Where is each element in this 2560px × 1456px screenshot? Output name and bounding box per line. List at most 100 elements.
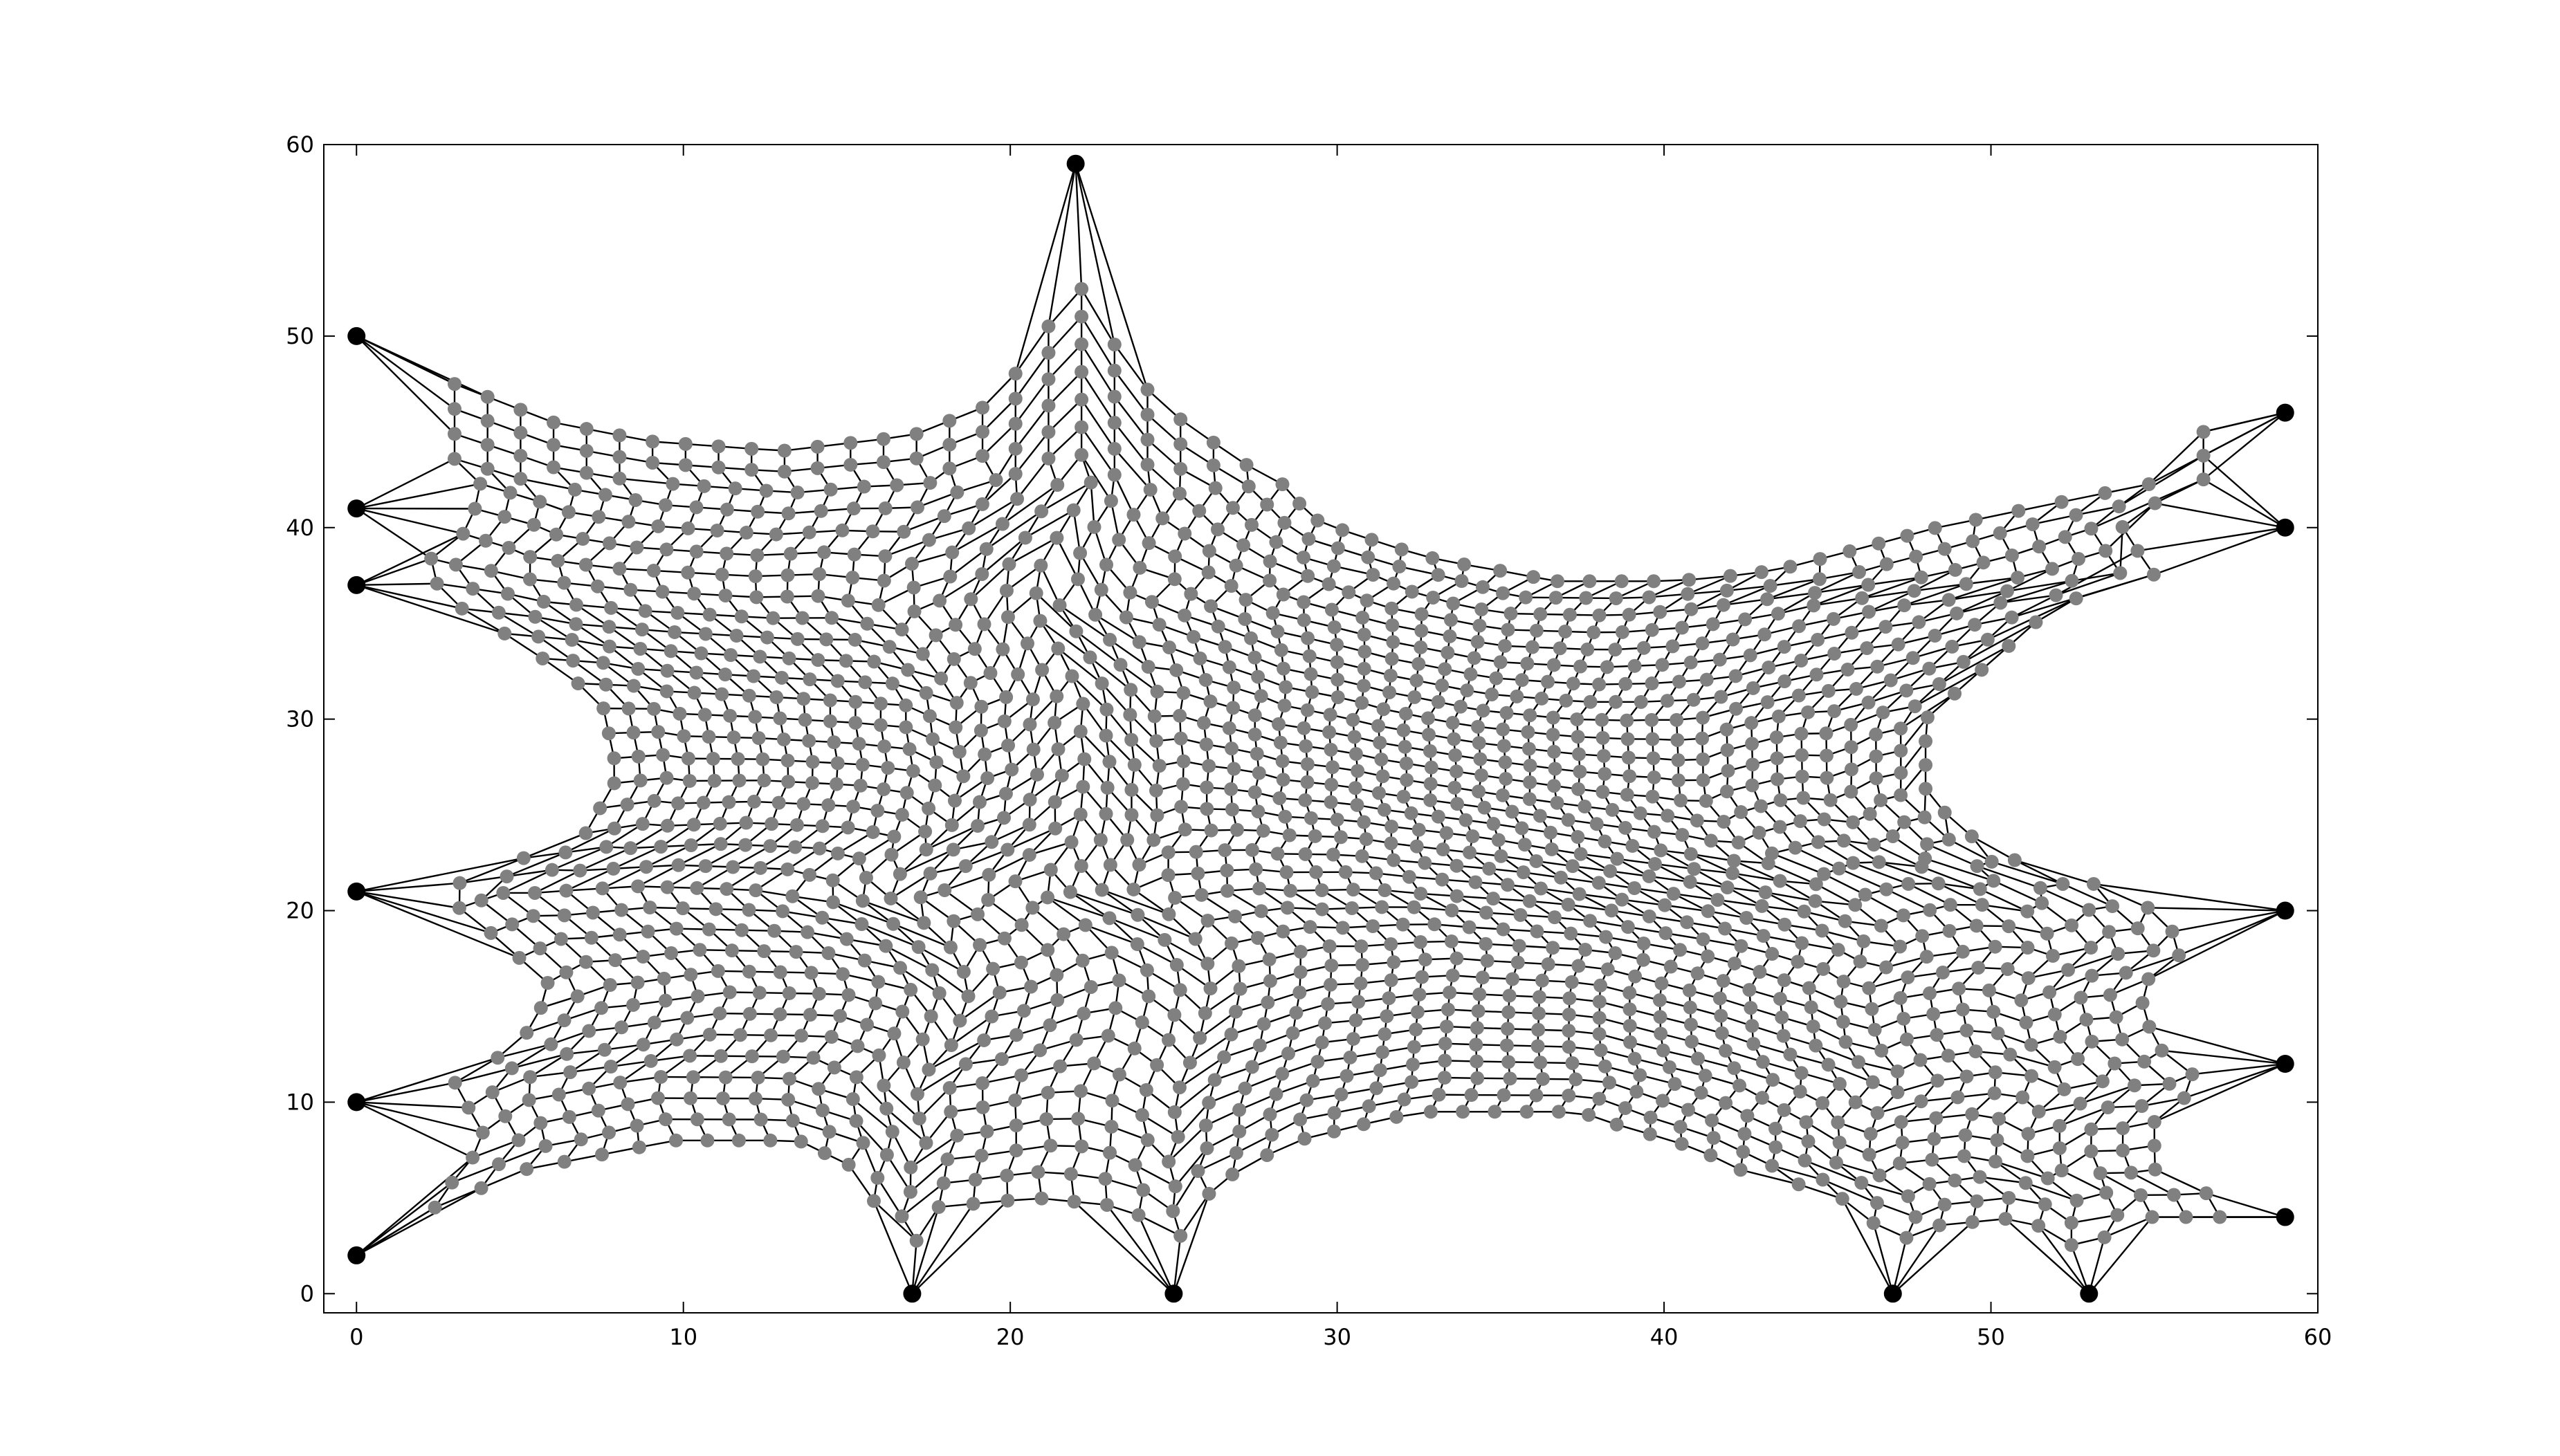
mesh-node [980,542,994,556]
mesh-node [830,777,843,791]
mesh-node [702,730,715,744]
mesh-node [910,452,924,466]
mesh-node [1336,921,1350,934]
mesh-node [661,664,675,678]
mesh-node [698,708,712,721]
mesh-node [1043,1139,1057,1152]
mesh-node [748,710,762,724]
mesh-node [497,627,511,641]
mesh-node [528,886,542,900]
mesh-node [1098,1172,1112,1186]
mesh-node [881,761,895,775]
mesh-node [874,697,888,710]
mesh-node [857,480,871,494]
mesh-node [821,798,835,812]
mesh-node [769,528,783,542]
mesh-node [713,1006,726,1020]
mesh-node [794,1029,808,1042]
mesh-node [1371,719,1385,732]
mesh-node [614,1020,628,1034]
mesh-node [910,427,924,441]
mesh-node [1505,805,1519,819]
mesh-node [977,1033,991,1047]
mesh-node [923,709,937,723]
mesh-node [612,562,626,575]
mesh-node [547,461,560,474]
mesh-node [1149,734,1163,748]
mesh-node [1277,516,1291,530]
mesh-node [1328,1106,1342,1120]
mesh-node [943,1081,957,1095]
mesh-node [937,1177,951,1190]
mesh-node [1041,398,1055,412]
mesh-node [1446,597,1460,611]
mesh-node [1468,875,1482,889]
mesh-node [995,1052,1009,1066]
mesh-node [831,674,845,688]
mesh-node [1141,1133,1155,1147]
mesh-node [895,1209,908,1223]
mesh-node [714,1049,728,1063]
mesh-node [833,1009,847,1023]
mesh-node [602,1125,616,1139]
mesh-node [643,901,657,914]
mesh-node [847,501,861,515]
mesh-node [1384,820,1398,833]
mesh-node [860,617,874,631]
mesh-node [1228,910,1242,923]
mesh-node [806,755,820,768]
mesh-node [727,730,741,744]
mesh-node [599,840,613,854]
mesh-node [1335,1087,1348,1101]
mesh-node [851,1039,865,1053]
mesh-node [691,1112,704,1126]
mesh-node [1176,686,1190,700]
mesh-node [776,904,789,918]
mesh-node [1524,759,1537,773]
mesh-node [1260,497,1274,511]
mesh-node [1479,937,1492,951]
mesh-node [1463,920,1476,934]
mesh-node [852,737,866,750]
mesh-node [1142,989,1155,1003]
mesh-node [1628,970,1642,984]
mesh-node [1369,866,1383,880]
mesh-node [843,458,857,472]
mesh-node [976,449,989,463]
mesh-node [744,442,758,456]
mesh-node [1297,596,1310,609]
mesh-node [1436,842,1450,856]
mesh-node [1653,993,1667,1007]
mesh-node [566,654,580,667]
mesh-node [1043,1018,1057,1032]
mesh-node [731,752,745,766]
mesh-node [448,427,461,441]
mesh-node [1450,797,1464,811]
mesh-node [1101,1029,1115,1042]
mesh-node [580,466,594,480]
mesh-node [684,1091,697,1105]
mesh-node [841,820,855,834]
mesh-node [1226,701,1240,715]
mesh-node [1565,975,1579,989]
mesh-node [1094,833,1108,847]
mesh-node [659,994,673,1008]
mesh-node [1123,586,1137,600]
mesh-node [879,939,893,953]
mesh-node [1041,1086,1055,1100]
mesh-node [816,819,830,833]
mesh-node [1265,1128,1279,1142]
mesh-node [481,462,495,476]
mesh-node [1407,1040,1421,1054]
mesh-node [670,606,684,620]
mesh-node [1275,1067,1289,1080]
mesh-node [1432,695,1445,709]
mesh-node [1173,1080,1187,1094]
mesh-node [953,1014,967,1028]
mesh-node [1599,930,1613,944]
mesh-node [607,776,621,790]
mesh-node [582,1024,596,1038]
mesh-node [1126,883,1140,896]
mesh-node [1500,1038,1514,1052]
mesh-node [1694,1086,1708,1100]
